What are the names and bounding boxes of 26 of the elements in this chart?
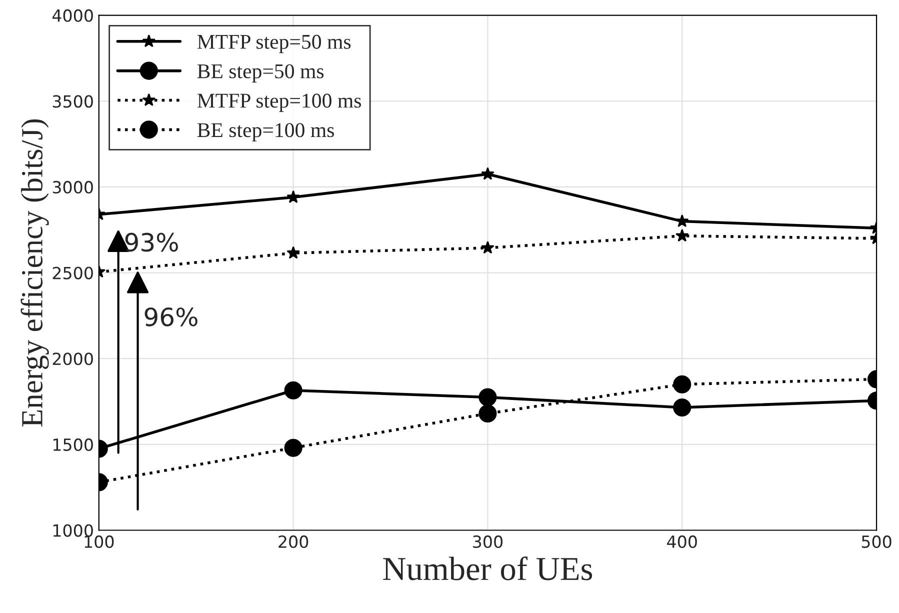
point bbox=[481, 167, 494, 180]
annotation: 93% bbox=[125, 232, 178, 252]
y-tick-label: 4000 bbox=[52, 9, 93, 22]
legend-label: BE step=100 ms bbox=[197, 123, 334, 142]
annotation: 96% bbox=[144, 307, 198, 326]
point bbox=[478, 388, 497, 406]
point bbox=[675, 228, 689, 242]
point bbox=[481, 240, 494, 254]
point bbox=[478, 404, 497, 423]
x-axis-title: Number of UEs bbox=[383, 556, 592, 580]
y-tick-label: 3000 bbox=[52, 180, 93, 194]
y-tick-label: 3500 bbox=[52, 95, 93, 108]
y-tick-label: 1000 bbox=[53, 524, 93, 537]
legend-label: MTFP step=100 ms bbox=[197, 94, 361, 112]
legend-label: MTFP step=50 ms bbox=[197, 34, 351, 54]
x-tick-label: 500 bbox=[862, 535, 892, 548]
y-tick-label: 2500 bbox=[52, 266, 93, 280]
y-tick-label: 1500 bbox=[53, 438, 93, 451]
y-axis-title: Energy efficiency (bits/J) bbox=[20, 119, 49, 427]
x-tick-label: 200 bbox=[278, 535, 308, 548]
y-tick-label: 2000 bbox=[52, 352, 93, 366]
x-tick-label: 400 bbox=[667, 535, 697, 548]
x-tick-label: 300 bbox=[473, 535, 503, 548]
x-tick-label: 100 bbox=[84, 535, 114, 548]
legend-label: BE step=50 ms bbox=[197, 64, 324, 83]
point bbox=[675, 214, 689, 228]
